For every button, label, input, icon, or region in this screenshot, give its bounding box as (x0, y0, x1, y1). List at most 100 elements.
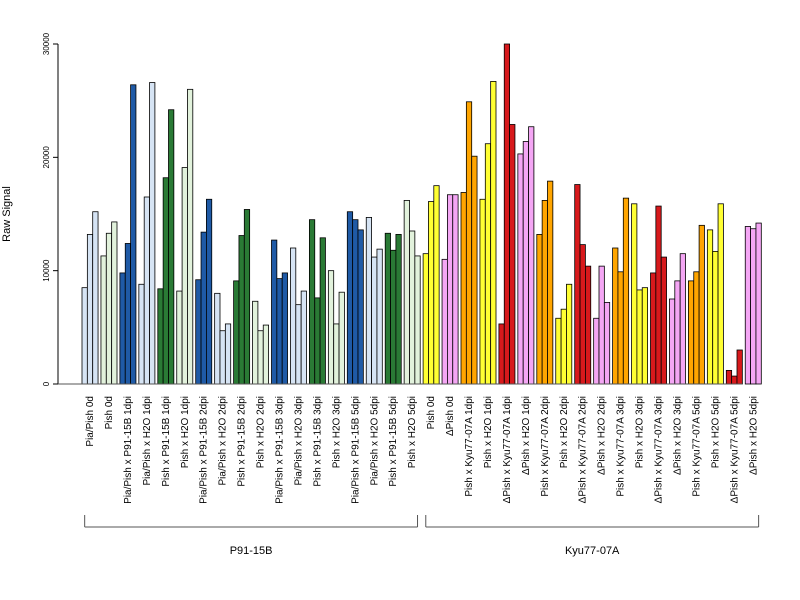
bar (276, 278, 283, 385)
x-tick-label: ΔPish x Kyu77-07A 5dpi (729, 396, 740, 503)
bar (262, 324, 269, 385)
bar (157, 288, 164, 385)
group-label: P91-15B (230, 545, 273, 557)
bar (736, 349, 743, 385)
bar (346, 211, 354, 385)
bar (731, 375, 738, 385)
bar (352, 219, 359, 385)
bar (433, 185, 440, 385)
bar (195, 279, 202, 385)
x-tick-label: Pish x Kyu77-07A 1dpi (464, 396, 475, 497)
bar (238, 235, 245, 385)
x-tick-label: Pia/Pish x P91-15B 5dpi (350, 396, 361, 504)
x-tick-label: Pia/Pish x P91-15B 3dpi (275, 396, 286, 504)
bar (314, 297, 321, 385)
bar (124, 243, 131, 385)
bar (428, 201, 435, 385)
bar (679, 253, 686, 385)
bar (143, 196, 150, 385)
bar (641, 287, 648, 385)
bar (390, 249, 397, 385)
bar (300, 290, 307, 385)
x-tick-label: Pish x Kyu77-07A 2dpi (540, 396, 551, 497)
bar (744, 226, 751, 385)
bar (547, 180, 554, 385)
bar (471, 155, 478, 385)
bar (479, 198, 486, 385)
y-tick-label: 20000 (42, 146, 51, 169)
bar (536, 233, 543, 385)
x-tick-label: Pish 0d (104, 396, 115, 429)
x-tick-label: Pia/Pish x H2O 1dpi (142, 396, 153, 486)
x-tick-label: Pish x H2O 5dpi (407, 396, 418, 468)
bar (593, 317, 600, 385)
bar (498, 323, 505, 385)
bars (81, 43, 762, 385)
x-tick-labels: Pia/Pish 0d Pish 0d Pia/Pish x P91-15B 1dp… (85, 396, 759, 504)
bar (446, 194, 454, 385)
bar (384, 232, 391, 385)
bar (574, 184, 581, 385)
bar (395, 233, 402, 385)
bar (503, 43, 510, 385)
bar (579, 244, 586, 385)
bar (130, 84, 137, 385)
bar (149, 82, 156, 385)
x-tick-label: Pia/Pish 0d (85, 396, 96, 447)
x-tick-label: Pia/Pish x H2O 5dpi (369, 396, 380, 486)
x-tick-label: Pish 0d (426, 396, 437, 429)
bar (338, 291, 345, 385)
x-tick-label: ΔPish x Kyu77-07A 2dpi (578, 396, 589, 503)
bar (295, 304, 302, 385)
bar (257, 330, 264, 385)
bar (376, 248, 383, 385)
bar (522, 141, 529, 385)
bar (138, 283, 145, 385)
bar (660, 256, 667, 385)
bar (111, 221, 118, 385)
bar (528, 126, 535, 385)
bar (631, 203, 638, 385)
x-tick-label: ΔPish 0d (445, 396, 456, 436)
x-tick-label: ΔPish x Kyu77-07A 3dpi (654, 396, 665, 503)
x-tick-label: Pish x Kyu77-07A 5dpi (691, 396, 702, 497)
y-tick-label: 30000 (42, 32, 51, 55)
bar (409, 230, 416, 385)
x-tick-label: Pish x P91-15B 2dpi (237, 396, 248, 487)
bar (585, 265, 592, 385)
bar (517, 153, 524, 385)
bar (422, 253, 429, 385)
bar (105, 232, 113, 385)
x-tick-label: Pish x H2O 2dpi (559, 396, 570, 468)
bar (441, 258, 448, 385)
bar (452, 194, 459, 385)
bar (414, 255, 421, 385)
bar (224, 323, 232, 385)
bar (187, 88, 194, 385)
bar (566, 283, 573, 385)
bar (717, 203, 724, 385)
bar (612, 247, 619, 385)
bar (541, 199, 548, 385)
bar (750, 228, 757, 385)
bar (168, 109, 175, 385)
bar (81, 287, 88, 385)
y-tick-label: 0 (42, 381, 51, 386)
bar (712, 250, 719, 385)
x-tick-label: Pish x H2O 1dpi (180, 396, 191, 468)
bar (219, 330, 226, 385)
bar (290, 247, 297, 385)
group-brackets: P91-15B Kyu77-07A (84, 515, 760, 557)
x-tick-label: Pish x H2O 5dpi (710, 396, 721, 468)
y-axis-title: Raw Signal (1, 186, 13, 242)
bar (465, 101, 473, 385)
bar (725, 369, 733, 385)
x-tick-label: Pia/Pish x P91-15B 2dpi (199, 396, 210, 504)
bar (490, 81, 497, 385)
x-tick-label: Pish x P91-15B 3dpi (312, 396, 323, 487)
bar (669, 298, 676, 385)
bar (181, 167, 188, 385)
x-tick-label: Pish x Kyu77-07A 3dpi (616, 396, 627, 497)
bar (636, 289, 643, 385)
bar (688, 280, 695, 385)
